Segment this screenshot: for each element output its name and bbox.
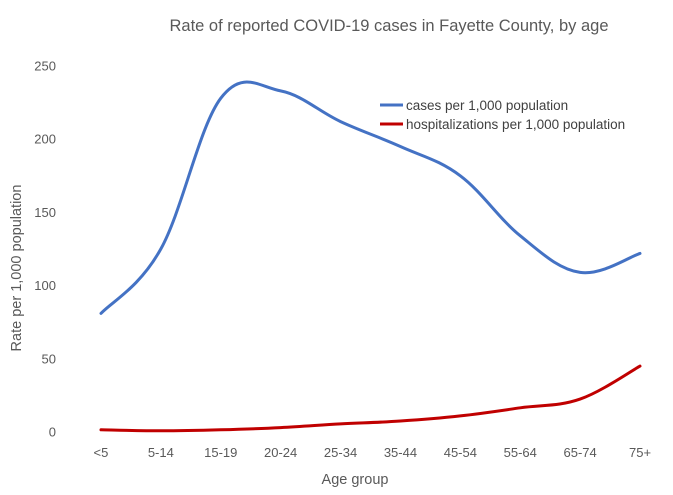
y-tick-label: 150: [34, 205, 56, 220]
legend-label-cases: cases per 1,000 population: [406, 98, 568, 113]
series-line-hospitalizations: [99, 364, 642, 433]
chart-title: Rate of reported COVID-19 cases in Fayet…: [170, 17, 609, 35]
x-axis-tick-labels: <5 5-14 15-19 20-24 25-34 35-44 45-54 55-64 65-7…: [94, 445, 652, 460]
x-tick-label: 45-54: [444, 445, 477, 460]
data-point-hospitalizations: [518, 406, 522, 410]
data-point-cases: [398, 145, 402, 149]
x-axis-label: Age group: [322, 472, 389, 488]
data-point-hospitalizations: [279, 426, 283, 430]
y-axis-tick-labels: 0 50 100 150 200 250: [34, 59, 56, 440]
data-point-cases: [638, 251, 642, 255]
data-point-hospitalizations: [159, 429, 163, 433]
y-tick-label: 0: [49, 425, 56, 440]
data-point-hospitalizations: [99, 428, 103, 432]
data-point-hospitalizations: [339, 422, 343, 426]
y-tick-label: 250: [34, 59, 56, 74]
data-point-cases: [159, 247, 163, 251]
x-tick-label: 65-74: [564, 445, 597, 460]
data-point-cases: [518, 234, 522, 238]
x-tick-label: 15-19: [204, 445, 237, 460]
data-point-hospitalizations: [638, 364, 642, 368]
y-axis-label: Rate per 1,000 population: [9, 185, 25, 352]
y-tick-label: 100: [34, 278, 56, 293]
data-point-hospitalizations: [398, 419, 402, 423]
data-point-hospitalizations: [578, 397, 582, 401]
y-tick-label: 50: [42, 351, 56, 366]
x-tick-label: 75+: [629, 445, 651, 460]
x-tick-label: <5: [94, 445, 109, 460]
data-point-cases: [458, 174, 462, 178]
series-line-cases: [99, 80, 642, 315]
legend: cases per 1,000 population hospitalizati…: [380, 98, 625, 132]
data-point-cases: [99, 311, 103, 315]
series-lines: [99, 80, 642, 433]
x-tick-label: 35-44: [384, 445, 417, 460]
x-tick-label: 20-24: [264, 445, 297, 460]
data-point-cases: [219, 96, 223, 100]
data-point-hospitalizations: [458, 414, 462, 418]
data-point-cases: [339, 120, 343, 124]
x-tick-label: 5-14: [148, 445, 174, 460]
legend-label-hospitalizations: hospitalizations per 1,000 population: [406, 117, 625, 132]
data-point-hospitalizations: [219, 428, 223, 432]
data-point-cases: [578, 270, 582, 274]
x-tick-label: 25-34: [324, 445, 357, 460]
data-point-cases: [279, 89, 283, 93]
x-tick-label: 55-64: [504, 445, 537, 460]
y-tick-label: 200: [34, 132, 56, 147]
